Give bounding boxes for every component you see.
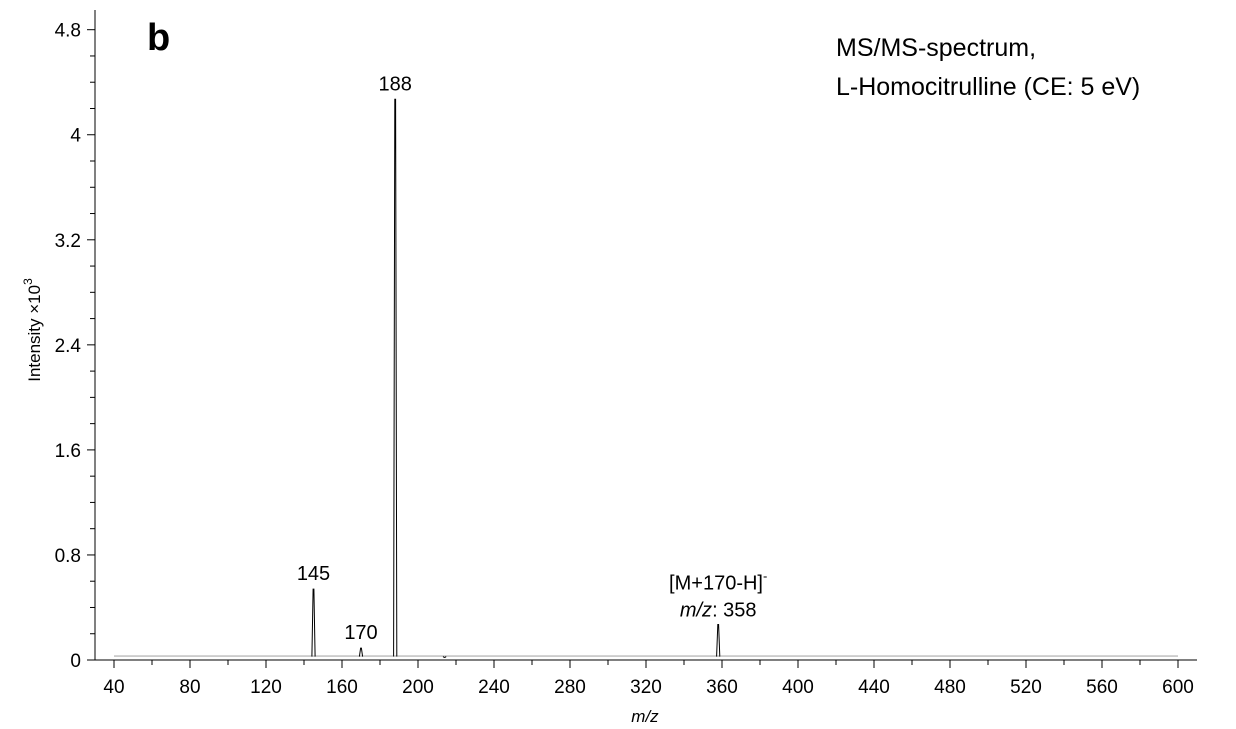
chart-title-line-2: L-Homocitrulline (CE: 5 eV) (836, 73, 1140, 101)
peak-label: 145 (297, 563, 330, 585)
peak-label: 188 (379, 73, 412, 95)
x-tick-label: 400 (782, 677, 814, 698)
peak-label-molecular-ion: [M+170-H]- (669, 569, 767, 595)
x-tick-label: 280 (554, 677, 586, 698)
y-axis-title-exponent: 3 (21, 278, 35, 285)
peak (393, 98, 398, 657)
axes: 40 80 120 160 200 240 280 320 360 400 440 480 520 560… (55, 10, 1197, 698)
x-tick-label: 360 (706, 677, 738, 698)
x-tick-label: 160 (326, 677, 358, 698)
peak (442, 656, 447, 658)
x-axis-title: m/z (631, 707, 659, 726)
peak (358, 647, 364, 657)
labels: b MS/MS-spectrum, L-Homocitrulline (CE: … (21, 17, 1140, 726)
peak-label-molecular-ion-charge: - (763, 569, 767, 584)
peak-label-molecular-ion-text: [M+170-H] (669, 573, 763, 595)
peak-label-mz: m/z: 358 (680, 600, 757, 622)
x-tick-label: 40 (103, 677, 124, 698)
peak-label: 170 (344, 622, 377, 644)
y-tick-label: 0 (70, 651, 81, 672)
y-tick-label: 1.6 (55, 441, 81, 462)
x-tick-label: 440 (858, 677, 890, 698)
x-tick-label: 240 (478, 677, 510, 698)
x-tick-label: 80 (179, 677, 200, 698)
peak-label-mz-value: : 358 (712, 600, 756, 622)
y-tick-label: 3.2 (55, 231, 81, 252)
chart-title-line-1: MS/MS-spectrum, (836, 34, 1036, 62)
y-axis-title-main: Intensity ×10 (25, 285, 44, 382)
x-tick-label: 480 (934, 677, 966, 698)
x-tick-label: 520 (1010, 677, 1042, 698)
peak-label-mz-italic: m/z (680, 600, 712, 622)
peak (311, 588, 316, 657)
y-tick-label: 4.8 (55, 21, 81, 42)
x-tick-label: 560 (1086, 677, 1118, 698)
panel-letter: b (147, 17, 170, 59)
x-tick-label: 600 (1162, 677, 1194, 698)
x-tick-label: 120 (250, 677, 282, 698)
y-tick-label: 0.8 (55, 546, 81, 567)
y-tick-label: 4 (70, 126, 81, 147)
y-axis-title: Intensity ×103 (21, 278, 44, 382)
peak (716, 624, 721, 657)
spectrum (114, 98, 1178, 658)
y-tick-label: 2.4 (55, 336, 82, 357)
x-tick-label: 320 (630, 677, 662, 698)
x-tick-label: 200 (402, 677, 434, 698)
